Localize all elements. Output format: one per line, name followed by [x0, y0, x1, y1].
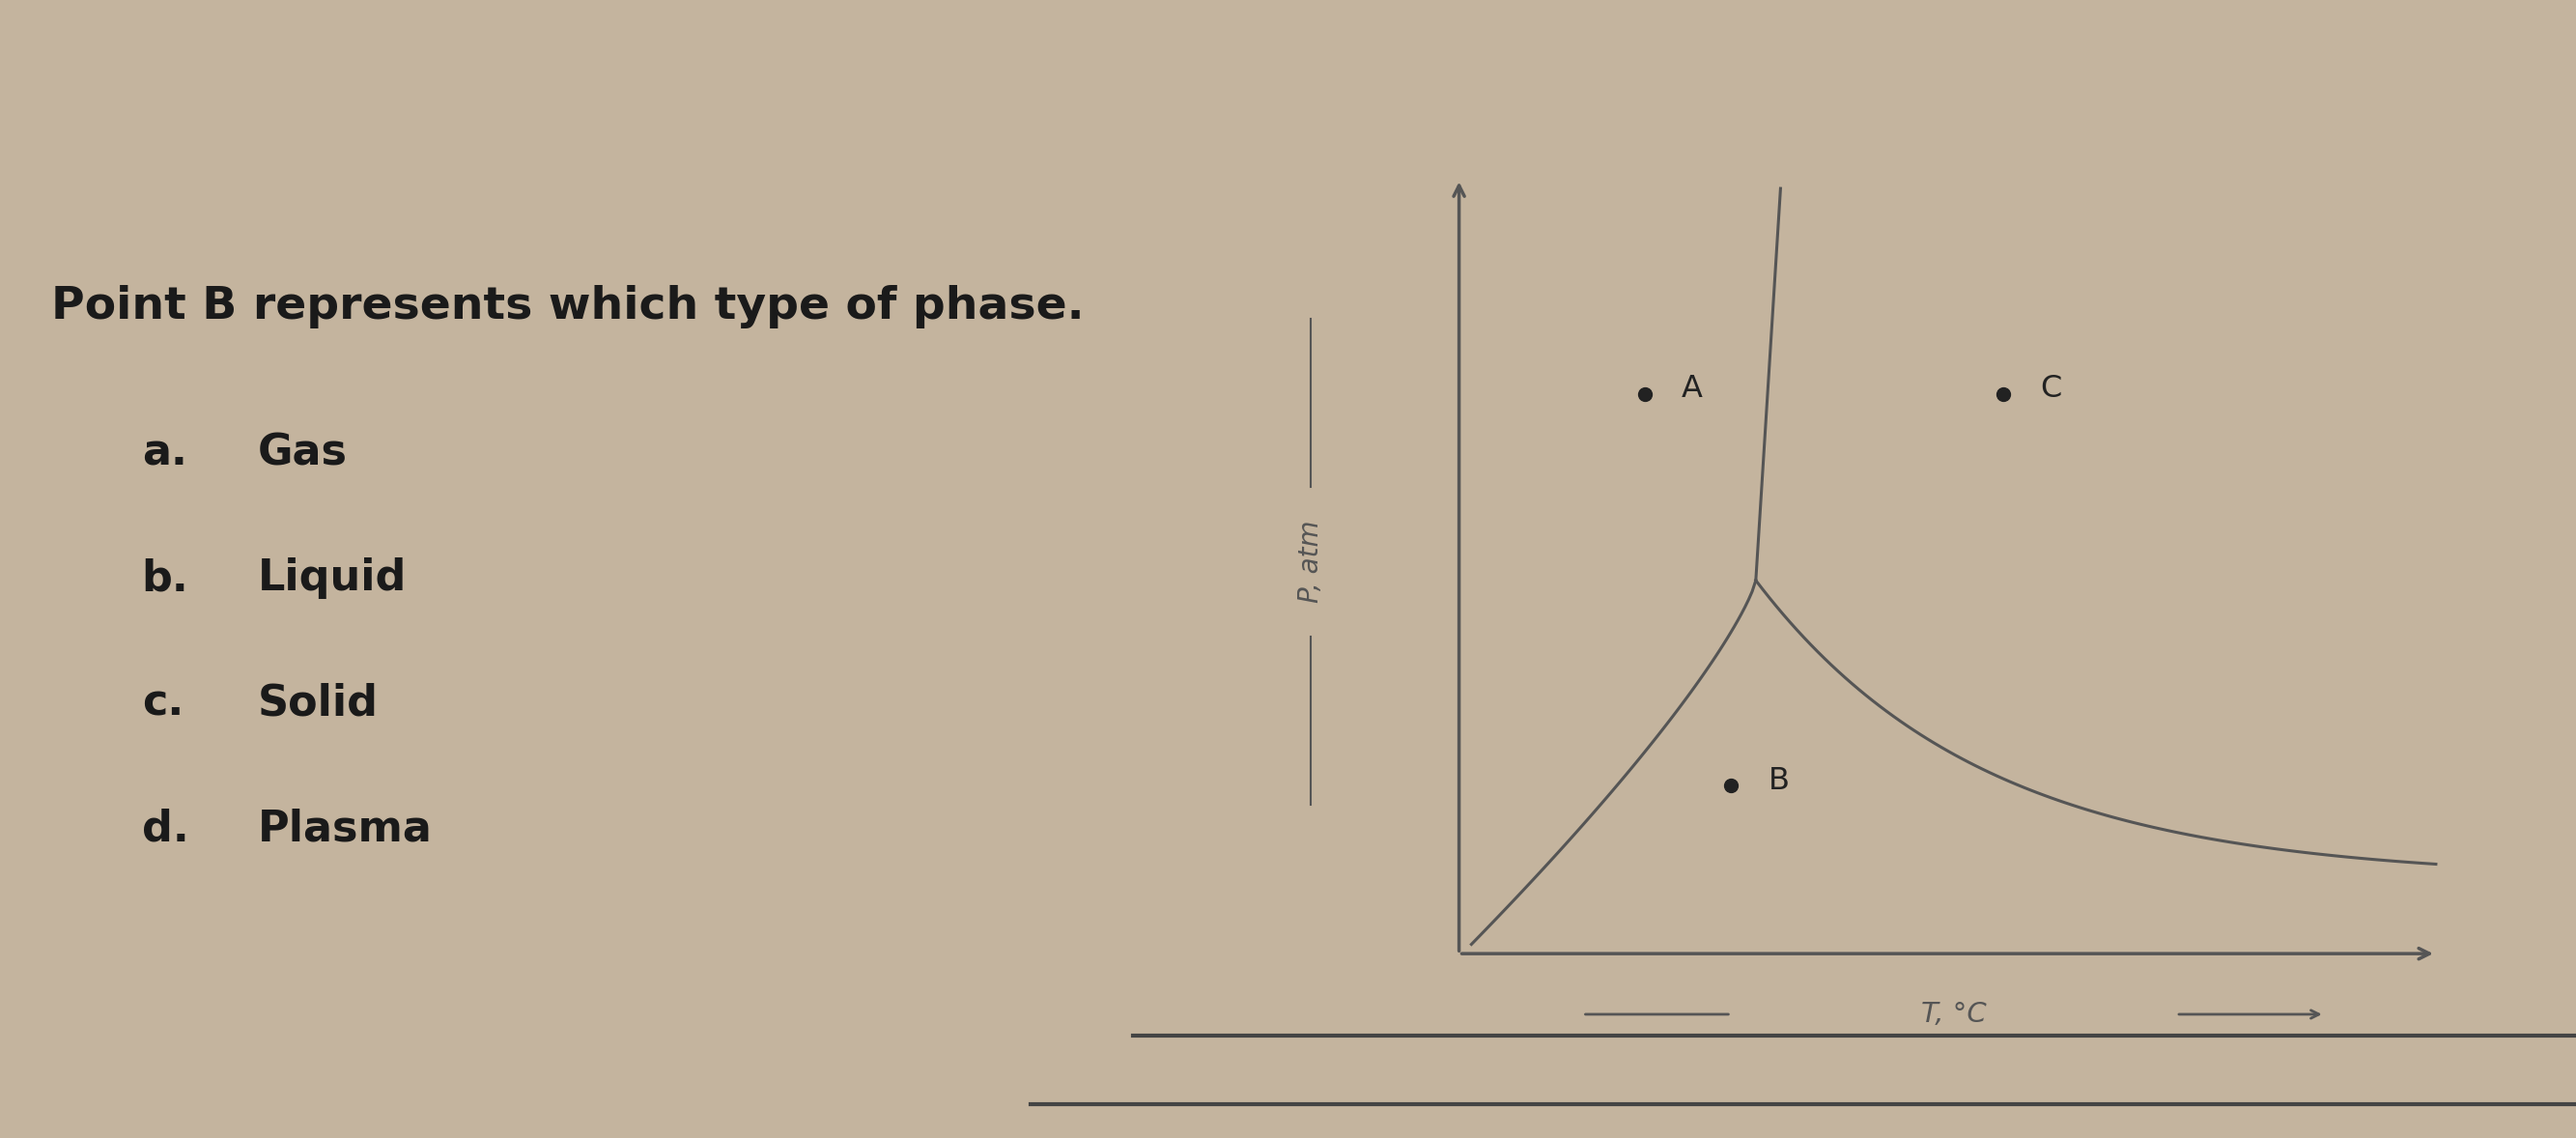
Text: P, atm: P, atm [1298, 520, 1324, 603]
Text: B: B [1767, 766, 1790, 795]
Text: a.: a. [142, 432, 188, 475]
Text: A: A [1682, 374, 1703, 404]
Text: c.: c. [142, 683, 183, 725]
Text: C: C [2040, 374, 2061, 404]
Text: Solid: Solid [258, 683, 379, 725]
Text: Gas: Gas [258, 432, 348, 475]
Text: b.: b. [142, 558, 188, 600]
Text: T, °C: T, °C [1922, 1000, 1986, 1028]
Text: Liquid: Liquid [258, 558, 407, 600]
Text: d.: d. [142, 808, 188, 850]
Text: Point B represents which type of phase.: Point B represents which type of phase. [52, 284, 1084, 328]
Text: Plasma: Plasma [258, 808, 433, 850]
